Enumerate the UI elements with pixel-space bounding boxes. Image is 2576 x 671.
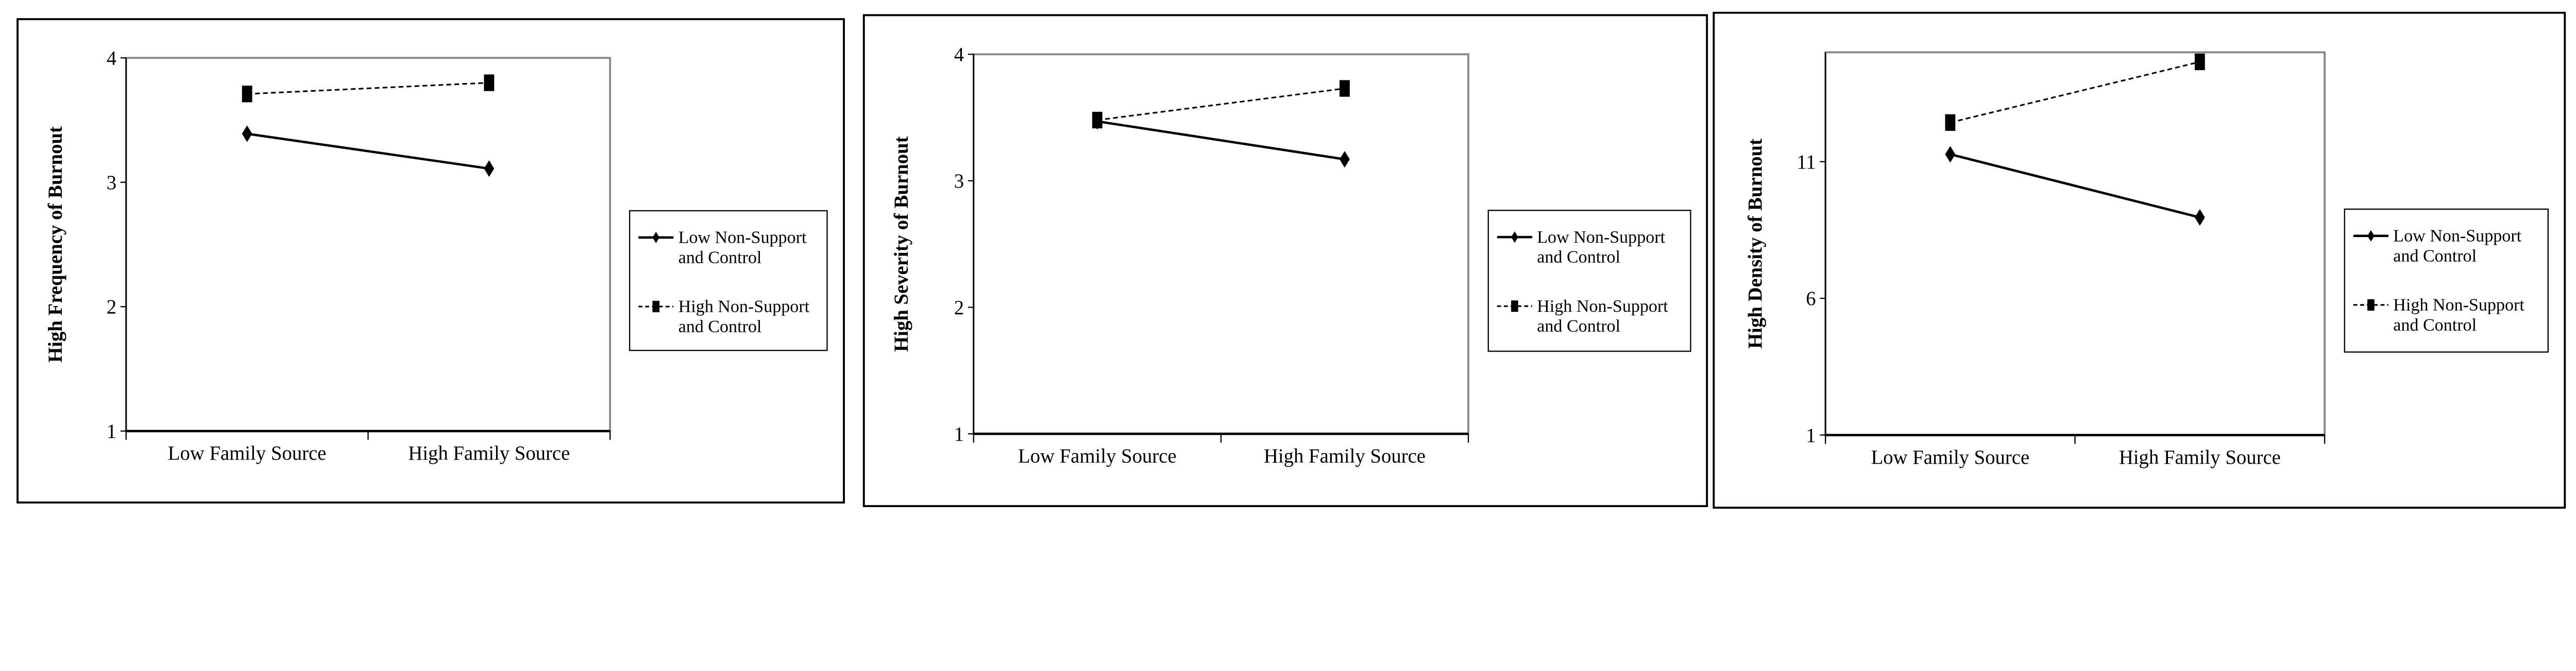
figure-canvas: 1 2 3 4 Low Family Source High Family Source H… <box>16 11 2566 509</box>
series-line <box>1097 120 1345 161</box>
y-tick-label: 4 <box>107 47 116 69</box>
data-point-square <box>1092 111 1103 129</box>
y-tick-label: 2 <box>107 296 116 318</box>
x-tick-label: Low Family Source <box>1018 445 1177 467</box>
legend-label: Low Non-Support <box>2393 227 2521 246</box>
chart-panel-1: 1 2 3 4 Low Family Source High Family Source H… <box>16 18 845 504</box>
y-tick-label: 3 <box>954 170 964 192</box>
data-point-square <box>2194 53 2205 71</box>
legend-label: High Non-Support <box>1537 297 1668 316</box>
legend-label: Low Non-Support <box>1537 228 1665 247</box>
x-tick-label: Low Family Source <box>1871 446 2030 468</box>
series-2 <box>1945 53 2205 131</box>
y-axis-label: High Density of Burnout <box>1744 139 1766 349</box>
data-point-diamond <box>1340 150 1350 168</box>
plot-area <box>1824 51 2326 437</box>
x-tick-label: Low Family Source <box>168 442 327 464</box>
legend-label: and Control <box>2393 246 2477 265</box>
legend-marker-square <box>2367 299 2375 311</box>
legend-label: and Control <box>1537 248 1620 267</box>
legend-marker-square <box>652 300 660 312</box>
data-point-square <box>484 74 495 91</box>
y-tick-label: 6 <box>1806 288 1816 310</box>
series-2 <box>1092 80 1350 129</box>
y-tick-label: 11 <box>1797 151 1816 173</box>
data-point-square <box>1945 114 1956 131</box>
legend-marker-square <box>1511 300 1518 312</box>
legend-label: and Control <box>679 317 762 336</box>
x-tick-label: High Family Source <box>408 442 570 464</box>
series-line <box>1950 61 2200 124</box>
y-tick-label: 1 <box>1806 424 1816 446</box>
legend-label: High Non-Support <box>2393 296 2524 315</box>
x-tick-label: High Family Source <box>2119 446 2281 468</box>
legend-marker-diamond <box>1511 231 1518 243</box>
data-point-square <box>1340 80 1350 97</box>
data-point-square <box>242 86 252 103</box>
chart-panel-2: 1 2 3 4 Low Family Source High Family Source H… <box>862 14 1708 507</box>
plot-area <box>972 53 1469 435</box>
y-tick-label: 2 <box>954 297 964 319</box>
y-axis-label: High Severity of Burnout <box>890 136 912 351</box>
legend-label: and Control <box>2393 315 2477 334</box>
series-2 <box>242 74 495 103</box>
legend-label: and Control <box>1537 317 1620 336</box>
legend-box <box>629 210 828 351</box>
legend-marker-diamond <box>2367 230 2375 242</box>
x-tick-label: High Family Source <box>1264 445 1426 467</box>
legend-label: and Control <box>679 248 762 267</box>
y-axis-label: High Frequency of Burnout <box>44 126 66 363</box>
legend-label: Low Non-Support <box>679 228 807 247</box>
data-point-diamond <box>242 125 252 142</box>
series-line <box>1097 88 1345 121</box>
y-tick-label: 1 <box>107 421 116 443</box>
chart-panel-3: 1 6 11 Low Family Source High Family Source H… <box>1713 11 2566 509</box>
legend-box <box>2344 208 2549 353</box>
y-tick-label: 3 <box>107 172 116 194</box>
y-tick-label: 4 <box>954 43 964 65</box>
legend-label: High Non-Support <box>679 297 810 316</box>
series-line <box>247 132 489 170</box>
plot-area <box>125 57 612 432</box>
legend-marker-diamond <box>652 231 660 243</box>
series-line <box>1950 153 2200 219</box>
legend-box <box>1487 209 1691 352</box>
data-point-diamond <box>1945 146 1956 163</box>
series-line <box>247 82 489 95</box>
y-tick-label: 1 <box>954 423 964 445</box>
